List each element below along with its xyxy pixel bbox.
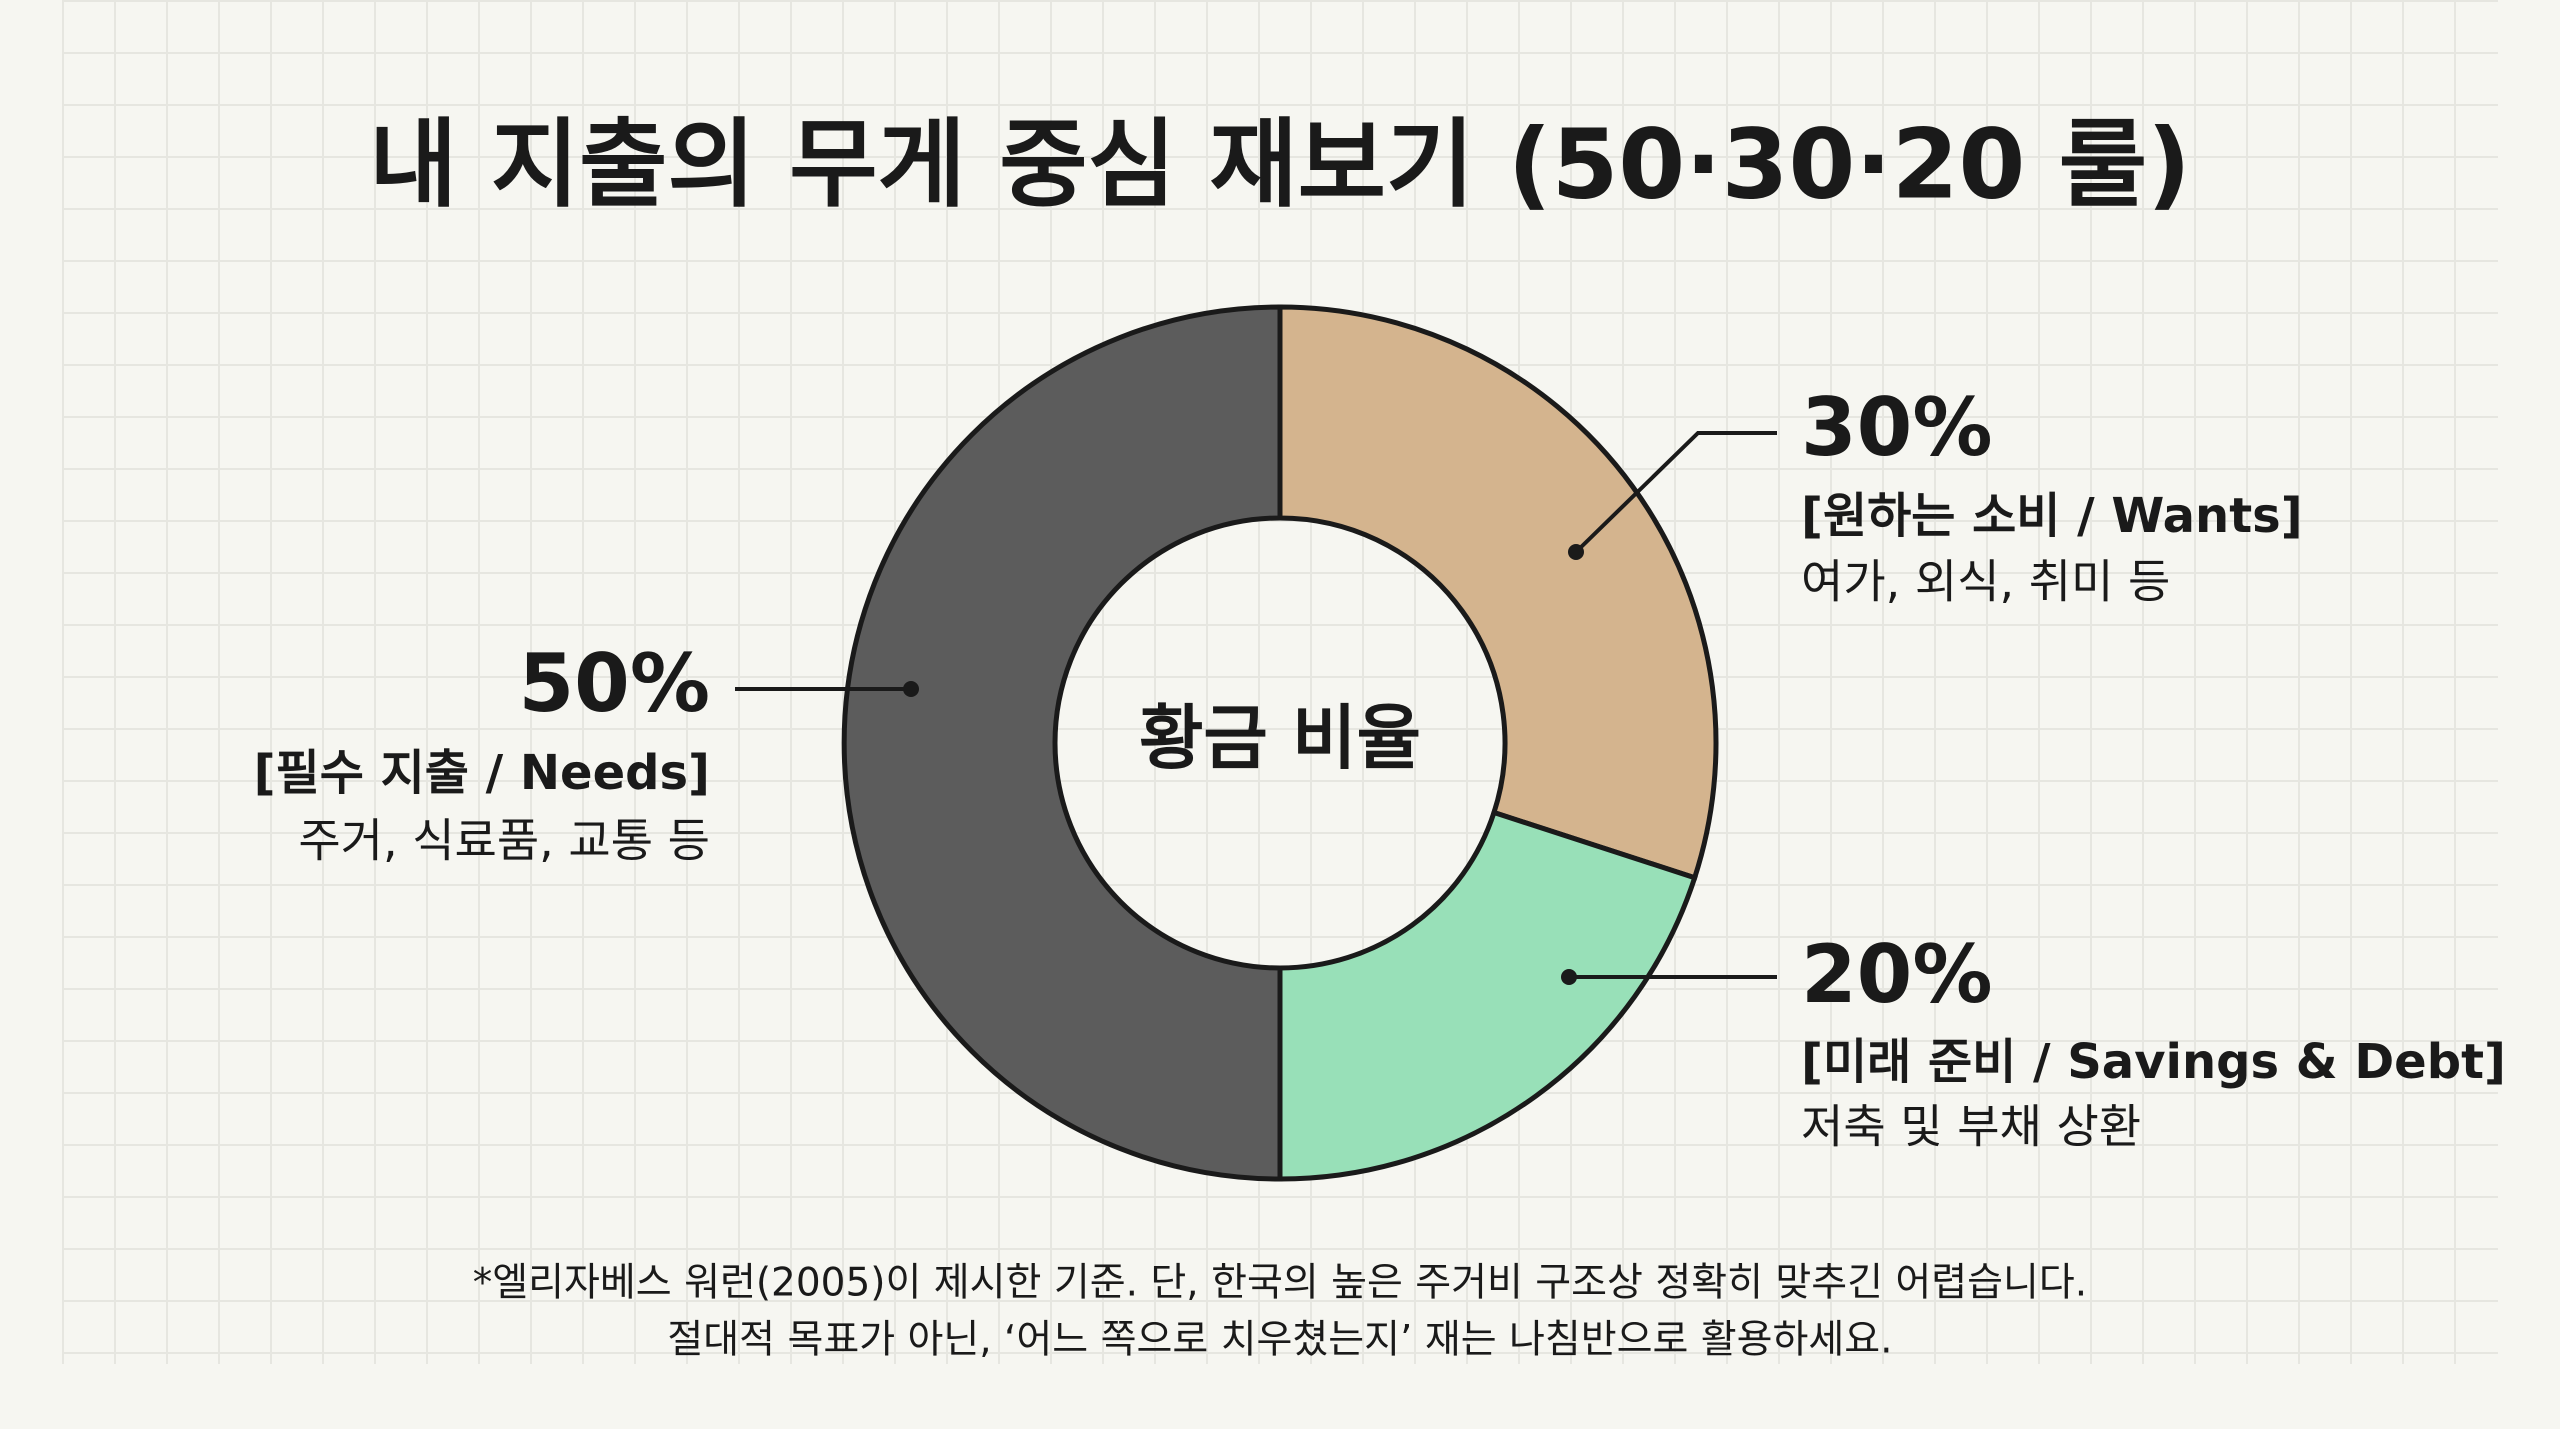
footnote: 절대적 목표가 아닌, ‘어느 쪽으로 치우쳤는지’ 재는 나침반으로 활용하세… (667, 1318, 1892, 1363)
category-description: 주거, 식료품, 교통 등 (298, 814, 710, 868)
donut-slice (841, 304, 1283, 1182)
footnote: *엘리자베스 워런(2005)이 제시한 기준. 단, 한국의 높은 주거비 구… (473, 1261, 2087, 1306)
category-label: [필수 지출 / Needs] (254, 745, 710, 801)
leader-dot (1568, 544, 1584, 560)
chart-title: 내 지출의 무게 중심 재보기 (50·30·20 룰) (369, 108, 2191, 220)
value-label: 30% (1801, 381, 1992, 474)
category-label: [원하는 소비 / Wants] (1801, 488, 2303, 544)
category-label: [미래 준비 / Savings & Debt] (1801, 1034, 2506, 1090)
leader-dot (903, 681, 919, 697)
leader-dot (1561, 969, 1577, 985)
center-label: 황금 비율 (1139, 697, 1421, 779)
leader-line (1574, 431, 1777, 554)
donut (841, 304, 1719, 1182)
value-label: 20% (1801, 928, 1992, 1021)
category-description: 여가, 외식, 취미 등 (1801, 555, 2170, 609)
donut-slice (1277, 304, 1719, 881)
value-label: 50% (519, 637, 710, 730)
category-description: 저축 및 부채 상환 (1801, 1100, 2141, 1154)
donut-slice (1277, 809, 1698, 1182)
